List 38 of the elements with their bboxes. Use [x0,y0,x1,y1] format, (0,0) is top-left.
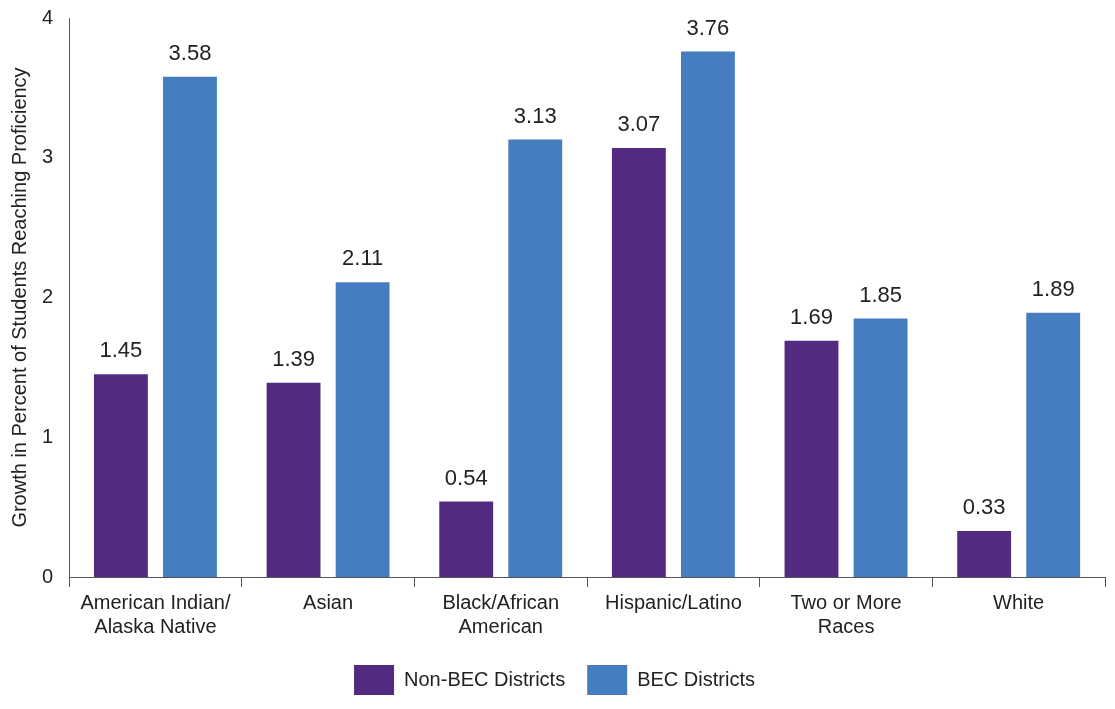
y-tick-label: 1 [42,424,54,447]
y-tick-label: 2 [42,285,54,308]
data-label: 1.85 [859,281,902,307]
y-axis-title: Growth in Percent of Students Reaching Proficiency [7,67,30,528]
data-label: 1.39 [272,345,315,371]
bar [508,139,563,577]
data-label: 1.45 [99,337,143,363]
x-tick-label: American Indian/ Alaska Native [80,590,231,637]
data-label: 3.07 [617,111,661,137]
bar [93,374,148,577]
y-tick-label: 3 [42,145,54,168]
bar [784,340,839,577]
x-tick-label: Asian [303,590,354,613]
data-label: 3.58 [168,39,212,65]
bar [611,147,666,577]
data-label: 3.76 [686,14,730,40]
data-label: 0.54 [444,464,488,490]
data-label: 0.33 [962,493,1006,519]
data-label: 2.11 [342,245,384,271]
x-tick-label: Two or More Races [790,590,902,637]
data-label: 3.13 [513,102,557,128]
data-label: 1.69 [790,303,833,329]
bar [335,282,390,577]
bar [853,318,908,577]
bar [266,382,321,577]
bar [957,530,1012,577]
legend-label: Non-BEC Districts [404,667,566,690]
bar [1026,312,1081,577]
x-tick-label: White [993,590,1045,613]
y-tick-label: 4 [42,5,54,28]
y-tick-label: 0 [42,564,54,587]
bar [680,51,735,577]
x-tick-label: Hispanic/Latino [605,590,742,613]
legend-label: BEC Districts [637,667,755,690]
data-label: 1.89 [1031,275,1075,301]
bar [163,76,217,577]
bar [439,501,494,577]
x-tick-label: Black/African American [442,590,560,637]
